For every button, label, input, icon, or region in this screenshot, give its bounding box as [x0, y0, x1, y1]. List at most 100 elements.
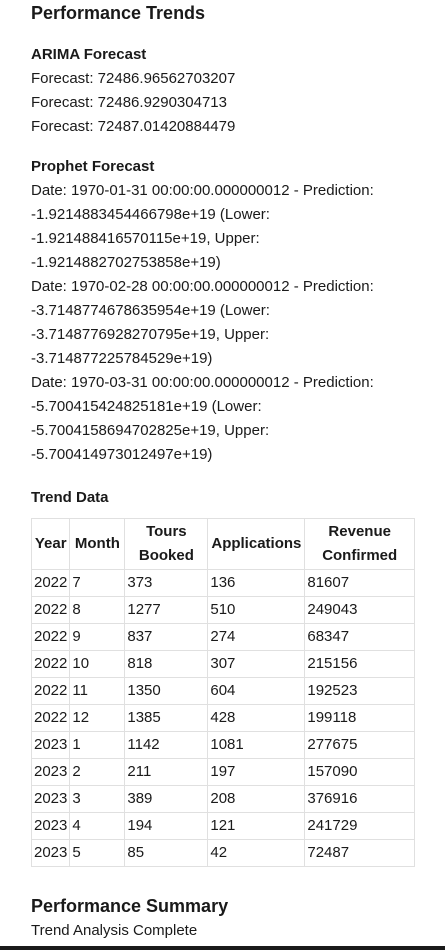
- prophet-forecast-line: -1.9214883454466798e+19 (Lower:: [31, 206, 270, 223]
- table-row: 2022 7 373 136 81607: [30, 569, 415, 597]
- cell-month: 10: [69, 650, 126, 678]
- cell-applications: 208: [207, 785, 306, 813]
- cell-year: 2023: [30, 839, 71, 867]
- trend-data-title: Trend Data: [31, 489, 109, 506]
- cell-month: 1: [69, 731, 126, 759]
- cell-applications: 307: [207, 650, 306, 678]
- column-header-applications: Applications: [207, 518, 306, 570]
- cell-tours-booked: 837: [124, 623, 209, 651]
- cell-tours-booked: 1385: [124, 704, 209, 732]
- cell-applications: 197: [207, 758, 306, 786]
- table-row: 2022 9 837 274 68347: [30, 623, 415, 651]
- cell-month: 7: [69, 569, 126, 597]
- prophet-forecast-line: -3.7148774678635954e+19 (Lower:: [31, 302, 270, 319]
- cell-year: 2022: [30, 596, 71, 624]
- cell-tours-booked: 85: [124, 839, 209, 867]
- page-title: Performance Trends: [31, 3, 206, 23]
- cell-month: 3: [69, 785, 126, 813]
- table-row: 2023 2 211 197 157090: [30, 758, 415, 786]
- performance-summary-text: Trend Analysis Complete: [31, 922, 198, 939]
- prophet-forecast-line: -5.7004158694702825e+19, Upper:: [31, 422, 270, 439]
- cell-year: 2022: [30, 650, 71, 678]
- table-row: 2023 5 85 42 72487: [30, 839, 415, 867]
- cell-month: 11: [69, 677, 126, 705]
- cell-tours-booked: 818: [124, 650, 209, 678]
- cell-tours-booked: 1142: [124, 731, 209, 759]
- cell-revenue-confirmed: 241729: [304, 812, 415, 840]
- column-header-month: Month: [69, 518, 126, 570]
- table-row: 2023 3 389 208 376916: [30, 785, 415, 813]
- prophet-forecast-line: -3.7148776928270795e+19, Upper:: [31, 326, 270, 343]
- cell-year: 2023: [30, 758, 71, 786]
- cell-revenue-confirmed: 215156: [304, 650, 415, 678]
- cell-month: 8: [69, 596, 126, 624]
- prophet-forecast-section: Prophet Forecast Date: 1970-01-31 00:00:…: [31, 156, 414, 467]
- prophet-forecast-line: Date: 1970-03-31 00:00:00.000000012 - Pr…: [31, 374, 374, 391]
- prophet-forecast-line: Date: 1970-01-31 00:00:00.000000012 - Pr…: [31, 182, 374, 199]
- arima-forecast-line: Forecast: 72486.9290304713: [31, 94, 227, 111]
- column-header-revenue-confirmed: Revenue Confirmed: [304, 518, 415, 570]
- cell-month: 4: [69, 812, 126, 840]
- table-row: 2022 8 1277 510 249043: [30, 596, 415, 624]
- arima-forecast-section: ARIMA Forecast Forecast: 72486.965627032…: [31, 44, 414, 139]
- cell-revenue-confirmed: 68347: [304, 623, 415, 651]
- cell-year: 2022: [30, 677, 71, 705]
- cell-revenue-confirmed: 81607: [304, 569, 415, 597]
- table-row: 2022 10 818 307 215156: [30, 650, 415, 678]
- cell-tours-booked: 1350: [124, 677, 209, 705]
- prophet-forecast-title: Prophet Forecast: [31, 158, 155, 175]
- cell-month: 12: [69, 704, 126, 732]
- cell-year: 2023: [30, 812, 71, 840]
- column-header-year: Year: [30, 518, 71, 570]
- arima-forecast-line: Forecast: 72486.96562703207: [31, 70, 236, 87]
- cell-applications: 510: [207, 596, 306, 624]
- performance-summary-section: Performance Summary Trend Analysis Compl…: [31, 895, 414, 943]
- prophet-forecast-line: Date: 1970-02-28 00:00:00.000000012 - Pr…: [31, 278, 374, 295]
- prophet-forecast-line: -1.921488416570115e+19, Upper:: [31, 230, 260, 247]
- arima-forecast-line: Forecast: 72487.01420884479: [31, 118, 236, 135]
- cell-year: 2023: [30, 731, 71, 759]
- column-header-tours-booked: Tours Booked: [124, 518, 209, 570]
- cell-applications: 121: [207, 812, 306, 840]
- cell-month: 9: [69, 623, 126, 651]
- cell-tours-booked: 389: [124, 785, 209, 813]
- table-row: 2023 4 194 121 241729: [30, 812, 415, 840]
- cell-applications: 42: [207, 839, 306, 867]
- cell-applications: 274: [207, 623, 306, 651]
- cell-applications: 428: [207, 704, 306, 732]
- prophet-forecast-line: -5.700415424825181e+19 (Lower:: [31, 398, 262, 415]
- prophet-forecast-line: -3.714877225784529e+19): [31, 350, 213, 367]
- cell-year: 2022: [30, 704, 71, 732]
- cell-revenue-confirmed: 157090: [304, 758, 415, 786]
- cell-tours-booked: 373: [124, 569, 209, 597]
- cell-year: 2022: [30, 569, 71, 597]
- bottom-divider: [0, 946, 445, 950]
- prophet-forecast-line: -1.9214882702753858e+19): [31, 254, 221, 271]
- cell-applications: 136: [207, 569, 306, 597]
- cell-applications: 1081: [207, 731, 306, 759]
- table-row: 2022 12 1385 428 199118: [30, 704, 415, 732]
- cell-tours-booked: 1277: [124, 596, 209, 624]
- table-row: 2023 1 1142 1081 277675: [30, 731, 415, 759]
- cell-revenue-confirmed: 376916: [304, 785, 415, 813]
- performance-summary-title: Performance Summary: [31, 896, 229, 916]
- cell-year: 2022: [30, 623, 71, 651]
- cell-tours-booked: 211: [124, 758, 209, 786]
- cell-revenue-confirmed: 249043: [304, 596, 415, 624]
- table-header-row: Year Month Tours Booked Applications Rev…: [30, 518, 415, 570]
- table-row: 2022 11 1350 604 192523: [30, 677, 415, 705]
- trend-data-section: Trend Data Year Month Tours Booked Appli…: [30, 487, 415, 867]
- cell-revenue-confirmed: 192523: [304, 677, 415, 705]
- trend-data-table: Year Month Tours Booked Applications Rev…: [30, 518, 415, 867]
- cell-revenue-confirmed: 199118: [304, 704, 415, 732]
- cell-revenue-confirmed: 72487: [304, 839, 415, 867]
- cell-tours-booked: 194: [124, 812, 209, 840]
- cell-month: 5: [69, 839, 126, 867]
- arima-forecast-title: ARIMA Forecast: [31, 46, 147, 63]
- cell-year: 2023: [30, 785, 71, 813]
- cell-applications: 604: [207, 677, 306, 705]
- prophet-forecast-line: -5.700414973012497e+19): [31, 446, 213, 463]
- cell-revenue-confirmed: 277675: [304, 731, 415, 759]
- cell-month: 2: [69, 758, 126, 786]
